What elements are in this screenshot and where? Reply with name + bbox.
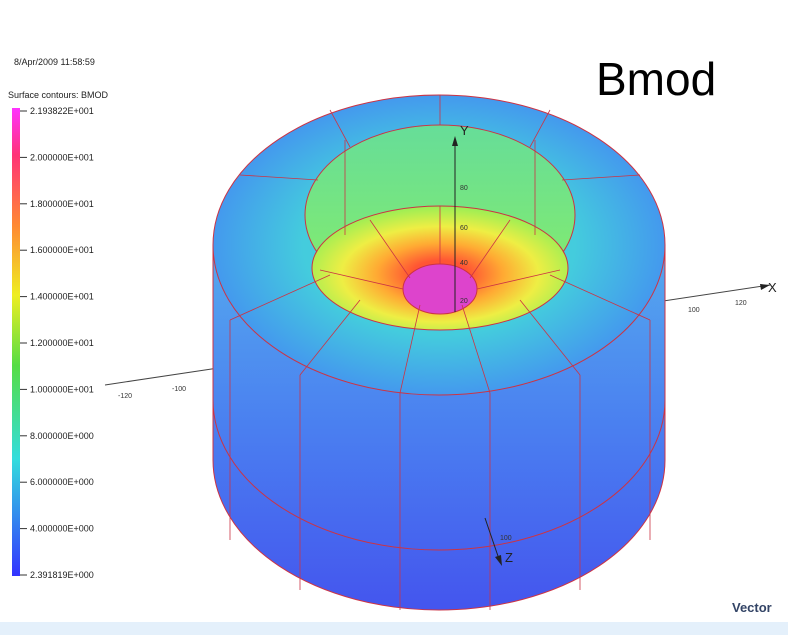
colorbar-label: 2.000000E+001 [30, 152, 94, 162]
z-axis [484, 517, 501, 563]
colorbar-label: 4.000000E+000 [30, 524, 94, 534]
title: Bmod [596, 53, 716, 105]
colorbar-label: 1.600000E+001 [30, 245, 94, 255]
center-hole [402, 263, 478, 315]
colorbar-label: 1.400000E+001 [30, 292, 94, 302]
mesh-line [212, 399, 666, 551]
axis-label: Y [460, 123, 469, 138]
tick-label: 80 [460, 185, 468, 192]
arrow [452, 136, 458, 146]
tick-label: 20 [460, 298, 468, 305]
footer-band [0, 622, 788, 635]
arrow [760, 284, 770, 290]
colorbar-labels: 2.193822E+001 2.000000E+001 1.800000E+001 1… [20, 106, 94, 580]
tick-label: -100 [172, 386, 186, 393]
colorbar-label: 6.000000E+000 [30, 477, 94, 487]
legend-caption: Surface contours: BMOD [8, 90, 109, 100]
axis-label: X [768, 280, 777, 295]
mesh [229, 95, 651, 610]
logo: Vector [732, 600, 772, 615]
tick-label: 100 [688, 307, 700, 314]
colorbar-label: 1.800000E+001 [30, 199, 94, 209]
axis-label: Z [505, 550, 513, 565]
colorbar-label: 8.000000E+000 [30, 431, 94, 441]
tick-label: 40 [460, 260, 468, 267]
colorbar-label: 1.000000E+001 [30, 384, 94, 394]
tick-label: 100 [500, 535, 512, 542]
colorbar-label: 2.193822E+001 [30, 106, 94, 116]
tick-label: 120 [735, 300, 747, 307]
colorbar [12, 108, 20, 576]
tick-label: 60 [460, 225, 468, 232]
timestamp: 8/Apr/2009 11:58:59 [14, 57, 95, 67]
tick-label: -120 [118, 393, 132, 400]
arrow [495, 555, 502, 566]
colorbar-label: 2.391819E+000 [30, 570, 94, 580]
colorbar-label: 1.200000E+001 [30, 338, 94, 348]
